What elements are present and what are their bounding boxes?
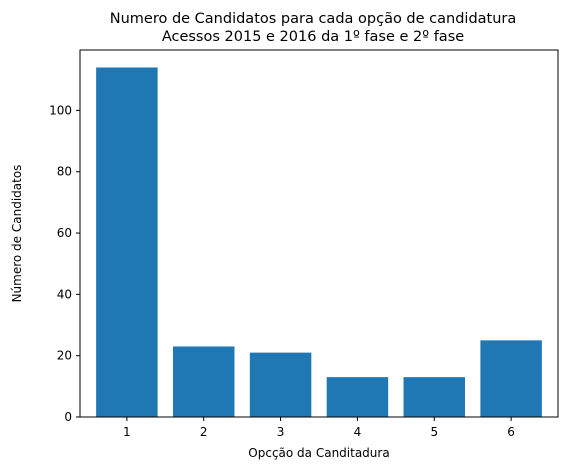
y-tick-label: 40 [57,287,72,301]
y-axis-ticks: 0 20 40 60 80 100 [49,103,80,424]
chart-subtitle: Acessos 2015 e 2016 da 1º fase e 2º fase [162,29,464,45]
plot-frame [79,49,559,418]
y-tick-label: 60 [57,226,72,240]
bar-4 [326,377,389,417]
y-axis-label: Número de Candidatos [10,165,24,303]
x-tick-label: 2 [200,425,208,439]
bar-6 [480,340,542,417]
bar-3 [249,352,312,417]
bars-group [96,67,542,417]
y-tick-label: 0 [64,410,72,424]
bar-5 [403,377,466,417]
bar-1 [96,67,158,417]
x-tick-label: 4 [354,425,362,439]
x-tick-label: 6 [507,425,515,439]
x-tick-label: 1 [123,425,131,439]
chart-title: Numero de Candidatos para cada opção de … [110,11,517,27]
x-axis-ticks: 1 2 3 4 5 6 [123,417,515,439]
x-tick-label: 5 [430,425,438,439]
x-axis-label: Opcção da Canditadura [248,446,389,460]
y-tick-label: 20 [57,349,72,363]
y-tick-label: 100 [49,103,72,117]
bar-2 [172,346,235,417]
x-tick-label: 3 [277,425,285,439]
y-tick-label: 80 [57,165,72,179]
